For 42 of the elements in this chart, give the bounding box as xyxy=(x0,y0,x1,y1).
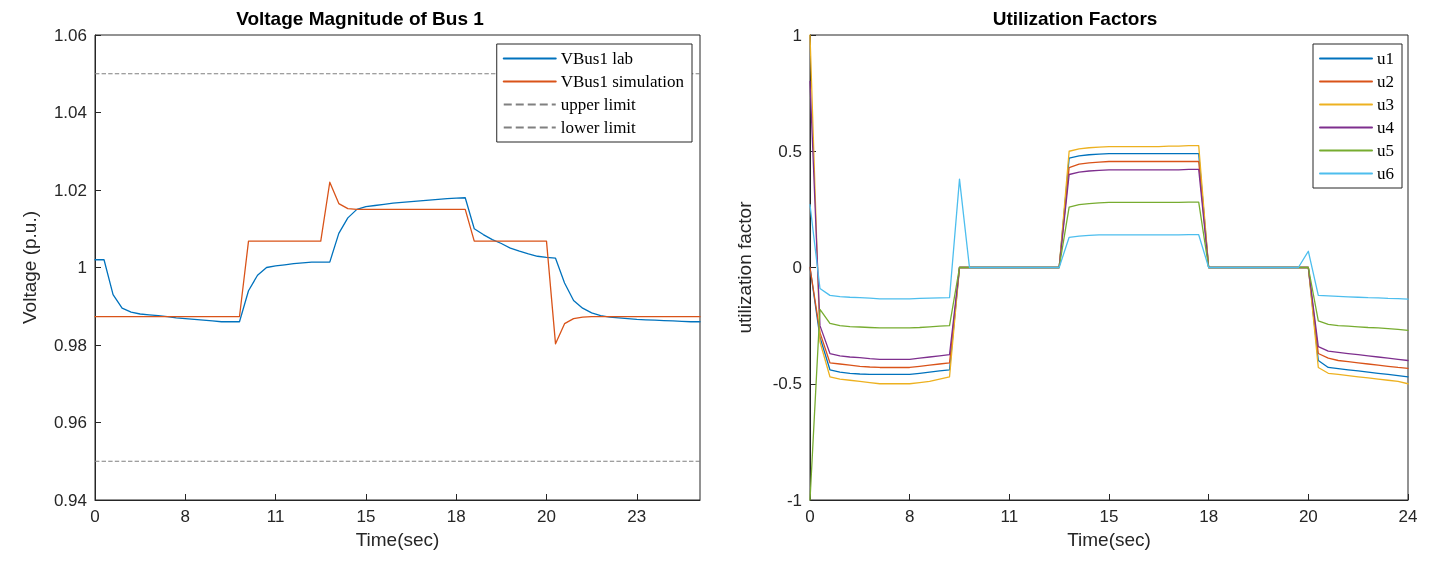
y-tick-label: 0.98 xyxy=(53,335,87,355)
y-tick-label: 0 xyxy=(792,258,802,277)
chart-title: Voltage Magnitude of Bus 1 xyxy=(236,8,485,29)
legend-label: VBus1 simulation xyxy=(560,72,685,91)
x-axis-title: Time(sec) xyxy=(355,529,440,550)
legend-label: u4 xyxy=(1377,118,1395,137)
x-tick-label: 8 xyxy=(904,507,915,526)
legend-label: VBus1 lab xyxy=(560,49,633,68)
legend-label: u5 xyxy=(1377,141,1394,160)
y-tick-label: 1 xyxy=(792,25,802,45)
legend-label: upper limit xyxy=(560,95,637,114)
x-tick-label: 24 xyxy=(1398,507,1418,526)
x-axis-title: Time(sec) xyxy=(1067,529,1151,550)
x-tick-label: 23 xyxy=(627,507,647,526)
x-tick-label: 8 xyxy=(180,507,191,526)
x-tick-label: 11 xyxy=(266,507,285,526)
y-tick-label: 0.94 xyxy=(53,490,87,510)
x-tick-label: 20 xyxy=(537,507,556,526)
y-tick-label: 1.04 xyxy=(53,103,87,122)
x-tick-label: 0 xyxy=(90,507,100,526)
legend-label: u1 xyxy=(1377,49,1394,68)
x-tick-label: 15 xyxy=(1099,507,1119,526)
x-tick-label: 11 xyxy=(1000,507,1019,526)
chart-title: Utilization Factors xyxy=(992,8,1158,29)
y-tick-label: -0.5 xyxy=(772,374,802,394)
y-tick-label: -1 xyxy=(786,490,802,510)
y-tick-label: 1.06 xyxy=(53,25,87,45)
legend-label: lower limit xyxy=(560,118,637,137)
legend-label: u6 xyxy=(1377,164,1394,183)
x-tick-label: 18 xyxy=(1199,507,1219,526)
x-tick-label: 18 xyxy=(446,507,466,526)
y-tick-label: 1 xyxy=(77,258,87,277)
y-tick-label: 0.96 xyxy=(53,413,87,432)
x-tick-label: 15 xyxy=(356,507,376,526)
y-axis-title: utilization factor xyxy=(734,200,755,334)
legend-label: u2 xyxy=(1377,72,1394,91)
y-tick-label: 0.5 xyxy=(778,141,802,161)
legend-label: u3 xyxy=(1377,95,1394,114)
y-axis-title: Voltage (p.u.) xyxy=(19,210,40,325)
x-tick-label: 20 xyxy=(1298,507,1318,526)
x-tick-label: 0 xyxy=(805,507,815,526)
y-tick-label: 1.02 xyxy=(53,180,87,200)
